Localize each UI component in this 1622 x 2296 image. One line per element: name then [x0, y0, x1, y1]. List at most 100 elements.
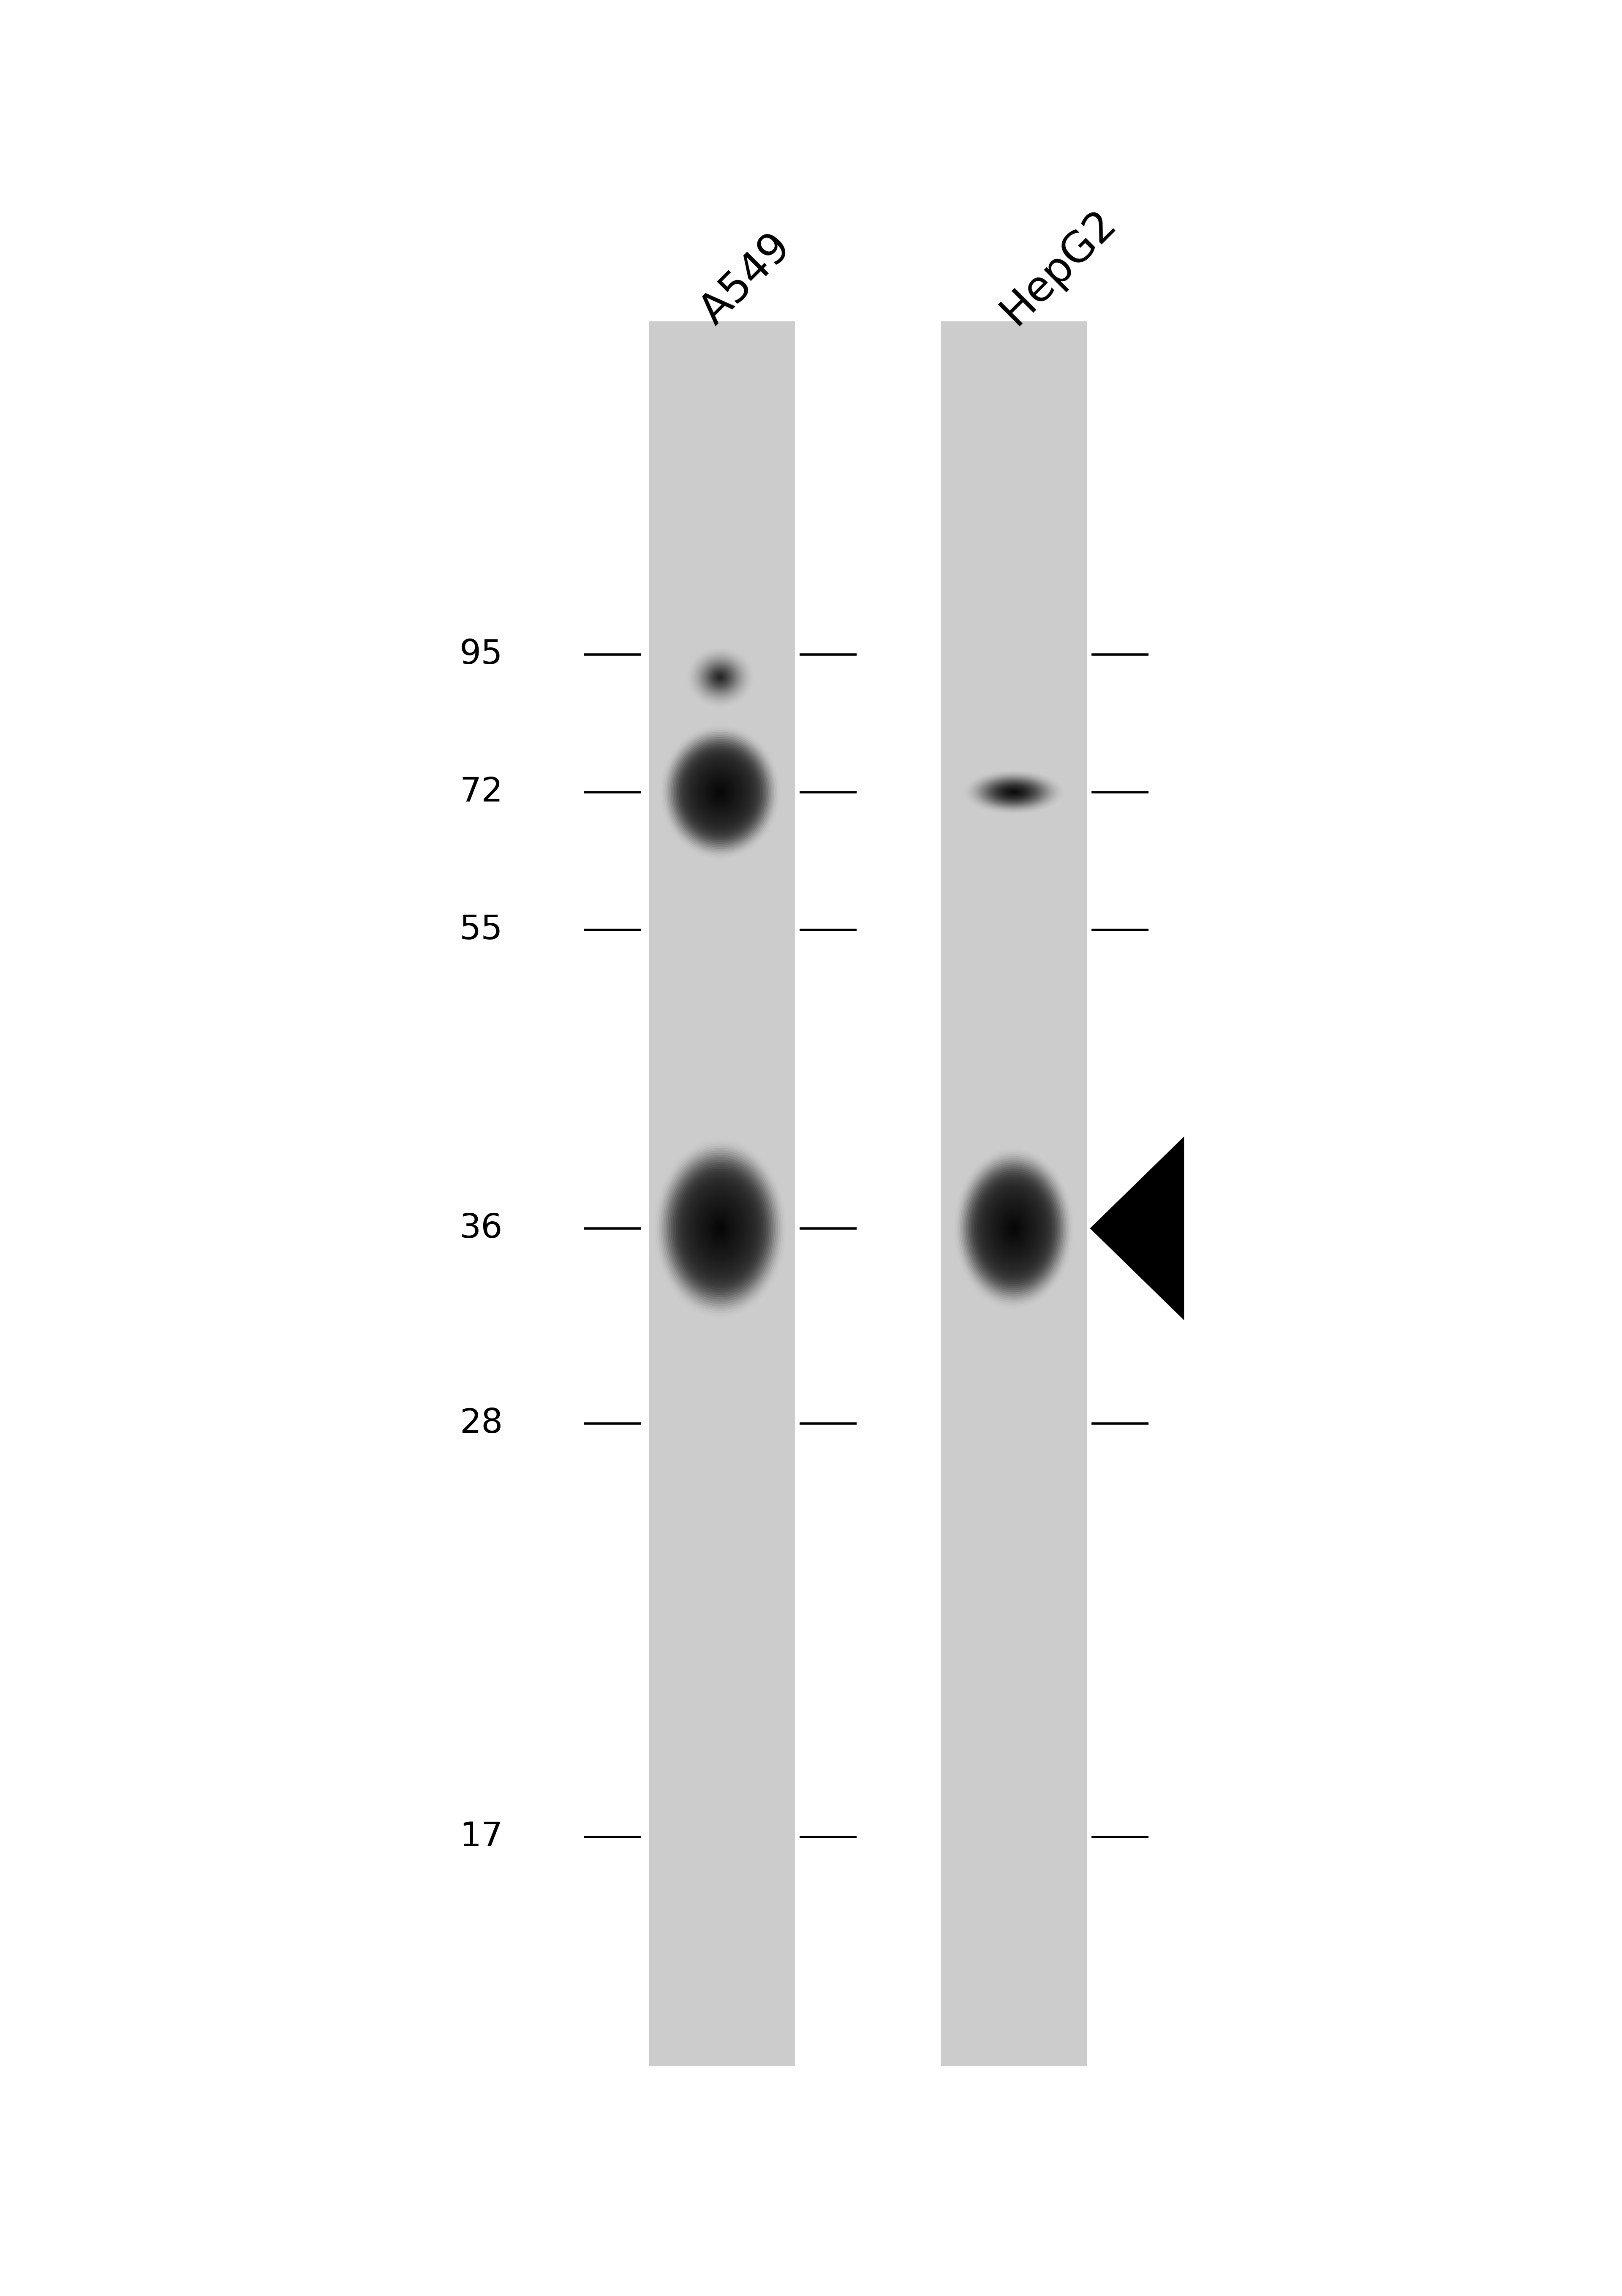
Text: 36: 36 [459, 1212, 503, 1244]
Ellipse shape [710, 1215, 730, 1242]
Text: 55: 55 [459, 914, 503, 946]
Text: HepG2: HepG2 [993, 202, 1124, 333]
Ellipse shape [688, 1185, 753, 1272]
Ellipse shape [1001, 1212, 1027, 1244]
Ellipse shape [668, 735, 772, 852]
Ellipse shape [709, 668, 732, 687]
Ellipse shape [963, 1159, 1064, 1297]
Ellipse shape [689, 1187, 751, 1270]
Ellipse shape [694, 762, 746, 822]
Polygon shape [1090, 1137, 1184, 1320]
Ellipse shape [675, 1166, 766, 1290]
Ellipse shape [998, 1205, 1030, 1251]
Ellipse shape [991, 1199, 1036, 1258]
Ellipse shape [1001, 785, 1027, 799]
Ellipse shape [684, 753, 756, 831]
Ellipse shape [696, 765, 744, 820]
Ellipse shape [680, 1173, 761, 1283]
Ellipse shape [1004, 1217, 1023, 1240]
Ellipse shape [660, 1148, 780, 1309]
Ellipse shape [719, 1226, 722, 1231]
Ellipse shape [973, 1176, 1054, 1281]
Ellipse shape [714, 785, 727, 799]
Ellipse shape [976, 1178, 1051, 1279]
Ellipse shape [959, 1155, 1069, 1302]
Ellipse shape [1002, 1215, 1025, 1242]
Ellipse shape [701, 769, 740, 815]
Text: 17: 17 [459, 1821, 503, 1853]
Ellipse shape [676, 1169, 764, 1288]
Ellipse shape [699, 1201, 741, 1256]
Ellipse shape [1012, 1226, 1015, 1231]
Ellipse shape [712, 783, 728, 801]
Ellipse shape [1006, 1217, 1022, 1240]
Ellipse shape [999, 1210, 1028, 1247]
Ellipse shape [985, 778, 1043, 806]
Ellipse shape [715, 673, 725, 682]
Ellipse shape [989, 1196, 1038, 1261]
Ellipse shape [681, 748, 759, 836]
Ellipse shape [694, 1194, 746, 1263]
Ellipse shape [707, 1210, 733, 1247]
Ellipse shape [706, 1208, 735, 1249]
Ellipse shape [678, 1171, 762, 1286]
Ellipse shape [972, 1173, 1056, 1283]
Ellipse shape [706, 776, 735, 808]
Ellipse shape [1007, 790, 1020, 794]
Ellipse shape [717, 1224, 723, 1233]
Ellipse shape [710, 668, 730, 687]
Ellipse shape [975, 1178, 1053, 1281]
Ellipse shape [662, 1150, 779, 1306]
Ellipse shape [1007, 1219, 1020, 1238]
Ellipse shape [983, 1187, 1045, 1270]
Ellipse shape [991, 783, 1036, 801]
Ellipse shape [672, 1162, 769, 1295]
Ellipse shape [962, 1157, 1066, 1300]
Ellipse shape [1011, 790, 1017, 794]
Ellipse shape [988, 1194, 1040, 1263]
Ellipse shape [719, 675, 722, 680]
Ellipse shape [986, 1192, 1041, 1265]
Ellipse shape [714, 673, 727, 682]
Ellipse shape [998, 1208, 1028, 1249]
Ellipse shape [960, 1157, 1067, 1300]
Ellipse shape [989, 781, 1038, 804]
Ellipse shape [714, 670, 727, 684]
Ellipse shape [707, 666, 733, 689]
Ellipse shape [968, 1169, 1059, 1288]
Ellipse shape [993, 783, 1035, 801]
Ellipse shape [1009, 1221, 1019, 1235]
Ellipse shape [981, 778, 1046, 806]
Ellipse shape [701, 1203, 740, 1254]
Ellipse shape [697, 767, 743, 817]
Ellipse shape [691, 760, 749, 824]
Ellipse shape [702, 771, 738, 813]
Ellipse shape [996, 785, 1032, 801]
Ellipse shape [985, 778, 1043, 806]
Ellipse shape [983, 778, 1045, 806]
Bar [941, 321, 1087, 2066]
Ellipse shape [709, 781, 732, 804]
Ellipse shape [981, 1185, 1046, 1272]
Ellipse shape [704, 774, 736, 810]
Ellipse shape [678, 746, 762, 838]
Ellipse shape [717, 675, 723, 680]
Ellipse shape [967, 1164, 1061, 1293]
Ellipse shape [684, 1180, 756, 1277]
Ellipse shape [967, 1166, 1061, 1290]
Ellipse shape [675, 739, 767, 845]
Ellipse shape [707, 778, 733, 806]
Ellipse shape [686, 1182, 754, 1274]
Ellipse shape [704, 661, 736, 693]
Ellipse shape [970, 1171, 1058, 1286]
Ellipse shape [683, 1178, 757, 1279]
Ellipse shape [1011, 790, 1017, 794]
Ellipse shape [704, 1205, 736, 1251]
Ellipse shape [686, 753, 754, 831]
Ellipse shape [980, 1182, 1048, 1274]
Ellipse shape [704, 776, 736, 810]
Ellipse shape [719, 790, 722, 794]
Ellipse shape [693, 762, 748, 824]
Ellipse shape [1004, 788, 1023, 797]
Ellipse shape [998, 785, 1030, 799]
